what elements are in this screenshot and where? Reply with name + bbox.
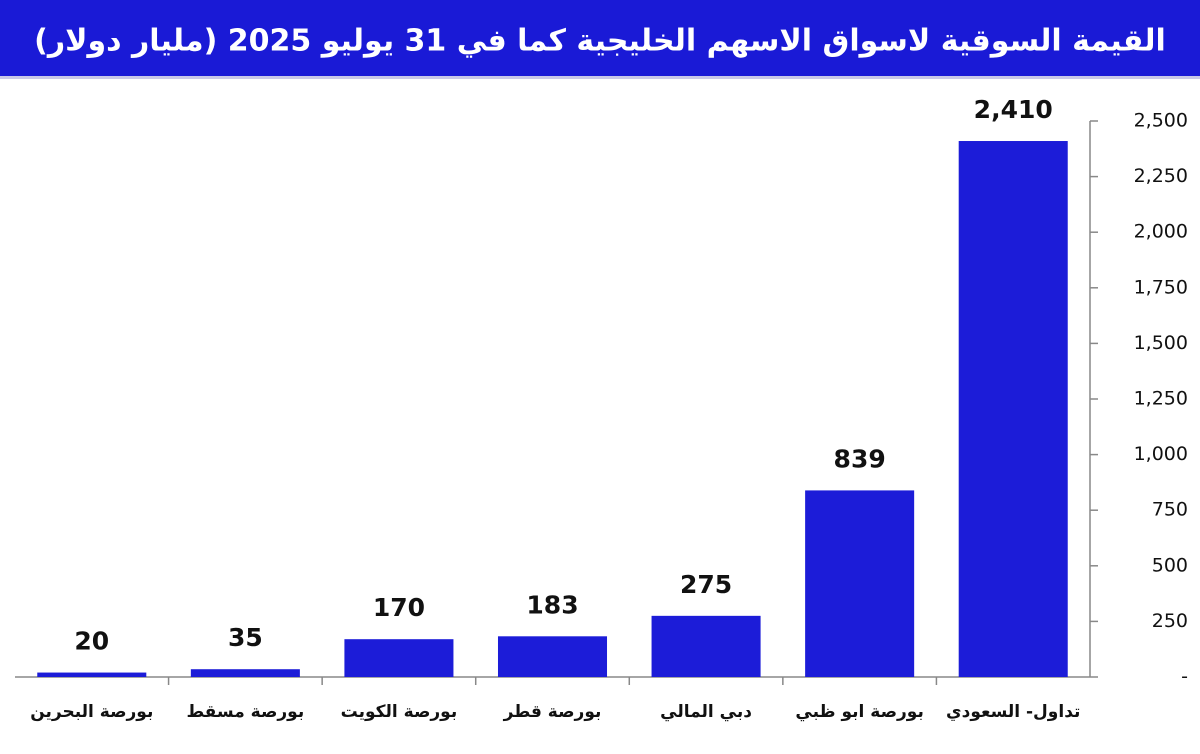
- x-tick-label: دبي المالي: [660, 702, 752, 722]
- y-tick-label: 750: [1152, 499, 1188, 521]
- y-tick-label: 2,250: [1134, 165, 1188, 187]
- bar: [958, 141, 1068, 678]
- x-tick-label: تداول- السعودي: [946, 702, 1080, 722]
- value-label: 35: [228, 623, 263, 652]
- y-tick-label: 2,000: [1134, 221, 1188, 243]
- value-label: 20: [74, 627, 109, 656]
- y-tick-label: 1,500: [1134, 332, 1188, 354]
- y-tick-label: 1,250: [1134, 388, 1188, 410]
- x-tick-label: بورصة ابو ظبي: [795, 702, 923, 722]
- y-tick-label: 250: [1152, 610, 1188, 632]
- bar: [37, 672, 147, 677]
- y-tick-label: -: [1181, 666, 1188, 688]
- value-label: 839: [834, 444, 886, 473]
- x-tick-label: بورصة قطر: [503, 702, 602, 722]
- value-label: 275: [680, 570, 732, 599]
- title-rule: [0, 76, 1200, 79]
- title-band: [0, 0, 1200, 76]
- chart-title: القيمة السوقية لاسواق الاسهم الخليجية كم…: [34, 24, 1166, 59]
- y-tick-label: 2,500: [1134, 110, 1188, 132]
- x-tick-label: بورصة مسقط: [186, 702, 304, 722]
- x-tick-label: بورصة الكويت: [341, 702, 458, 722]
- y-tick-label: 500: [1152, 554, 1188, 576]
- y-tick-label: 1,000: [1134, 443, 1188, 465]
- x-tick-label: بورصة البحرين: [30, 702, 153, 722]
- value-label: 183: [526, 590, 578, 619]
- bar: [344, 639, 454, 677]
- bar: [497, 636, 608, 677]
- bar: [190, 669, 300, 677]
- value-label: 2,410: [974, 95, 1053, 124]
- bar: [805, 490, 915, 677]
- y-tick-label: 1,750: [1134, 276, 1188, 298]
- value-label: 170: [373, 593, 425, 622]
- bar: [651, 615, 761, 677]
